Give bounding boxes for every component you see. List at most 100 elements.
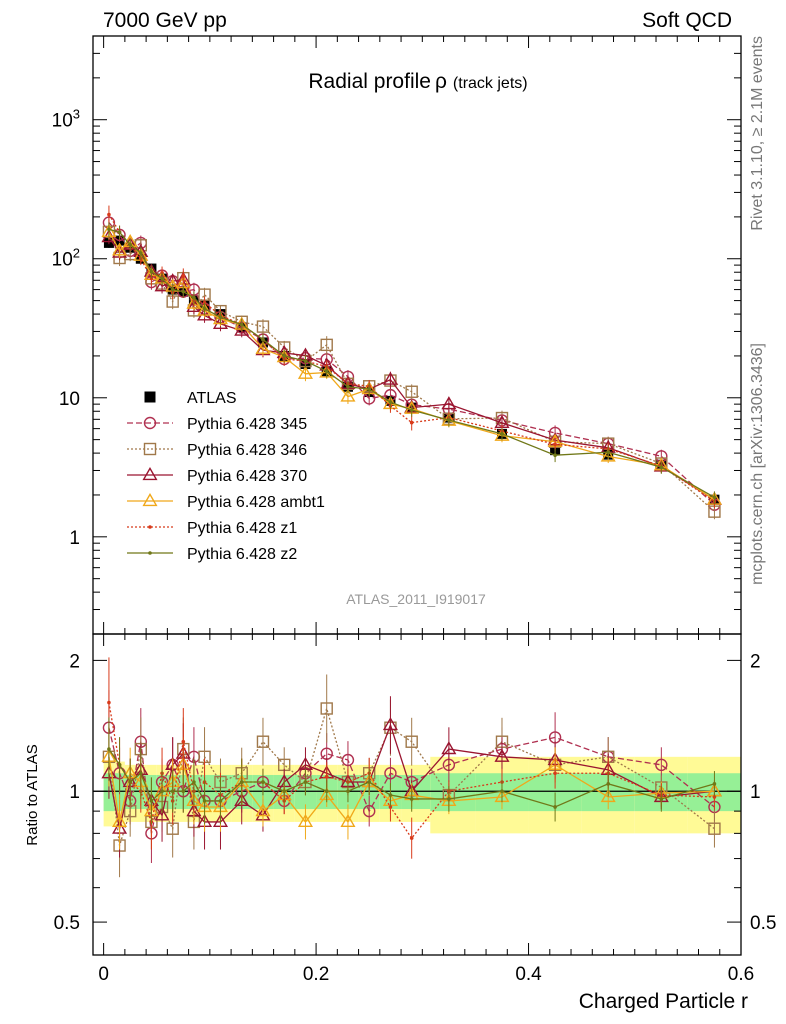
legend-marker — [142, 466, 158, 481]
legend-label: ATLAS — [187, 390, 237, 407]
legend-marker — [144, 391, 156, 403]
ratio-point — [362, 804, 376, 818]
x-axis-label: Charged Particle r — [579, 990, 748, 1013]
ratio-point — [181, 739, 186, 744]
data-point — [553, 442, 557, 447]
ratio-point — [239, 780, 244, 784]
y-tick-label-1: 1 — [69, 528, 80, 549]
data-point — [197, 307, 213, 321]
data-point — [712, 495, 717, 500]
data-point — [107, 212, 111, 217]
legend-marker — [148, 525, 152, 529]
main-plot-frame — [92, 35, 742, 635]
legend-item-3: Pythia 6.428 370 — [127, 466, 307, 485]
ratio-point — [441, 741, 457, 755]
series-line — [108, 214, 715, 503]
data-point — [181, 289, 186, 294]
ratio-point — [384, 767, 397, 780]
ratio-plot-frame — [92, 633, 742, 956]
data-point — [324, 369, 329, 374]
x-tick-label: 0.6 — [728, 964, 754, 985]
ratio-tick-label-left: 0.5 — [54, 913, 80, 934]
ratio-point — [107, 700, 111, 705]
data-point — [340, 388, 356, 402]
ratio-point — [181, 789, 186, 794]
ratio-tick-label-right: 0.5 — [750, 913, 776, 934]
ratio-plot-marks — [93, 657, 741, 878]
ratio-point — [255, 803, 271, 817]
ratio-tick-label-left: 2 — [69, 651, 80, 672]
data-point — [441, 396, 457, 410]
data-point — [149, 276, 154, 281]
series-5 — [107, 205, 717, 509]
ratio-tick-label-right: 2 — [750, 651, 761, 672]
ratio-point — [346, 789, 350, 794]
data-point — [192, 295, 196, 300]
ratio-point — [123, 804, 137, 818]
data-point — [117, 230, 122, 234]
ratio-tick-label-left: 1 — [69, 782, 80, 803]
ratio-line — [108, 723, 715, 829]
ratio-point — [659, 797, 664, 801]
data-point — [500, 432, 504, 436]
ratio-point — [324, 774, 329, 779]
data-point — [128, 242, 132, 247]
ratio-point — [192, 780, 196, 784]
side-label-top: Rivet 3.1.10, ≥ 2.1M events — [749, 36, 766, 231]
ratio-point — [297, 813, 313, 828]
ratio-point — [303, 780, 308, 784]
ratio-point — [170, 789, 175, 794]
analysis-label: ATLAS_2011_I919017 — [346, 591, 486, 607]
data-point — [382, 371, 398, 385]
legend-item-1: Pythia 6.428 345 — [127, 416, 307, 433]
legend-marker — [143, 416, 157, 430]
ratio-point — [447, 797, 451, 801]
ratio-point — [388, 805, 393, 809]
ratio-point — [382, 717, 398, 731]
data-point — [303, 359, 308, 363]
legend-label: Pythia 6.428 345 — [187, 416, 307, 433]
data-point — [405, 385, 418, 398]
title-suffix: (track jets) — [453, 75, 528, 92]
data-point — [409, 408, 414, 412]
legend-item-5: Pythia 6.428 z1 — [127, 520, 297, 537]
ratio-point — [139, 771, 143, 776]
legend-label: Pythia 6.428 z1 — [187, 520, 297, 537]
series-3 — [101, 229, 722, 507]
data-point — [261, 337, 265, 342]
data-point — [282, 354, 287, 358]
ratio-point — [128, 780, 132, 784]
legend-marker — [143, 442, 157, 456]
ratio-point — [340, 813, 356, 828]
data-point — [154, 278, 170, 292]
data-point — [256, 320, 270, 333]
data-point — [553, 453, 557, 457]
data-point — [139, 251, 143, 255]
side-label-bottom: mcplots.cern.ch [arXiv:1306.3436] — [749, 343, 766, 585]
ratio-point — [708, 822, 721, 835]
data-point — [149, 269, 154, 274]
legend-item-4: Pythia 6.428 ambt1 — [127, 492, 325, 511]
legend-item-0: ATLAS — [144, 390, 237, 407]
ratio-point — [112, 813, 128, 828]
ratio-series-6 — [107, 717, 717, 825]
legend-label: Pythia 6.428 z2 — [187, 546, 297, 563]
data-point — [170, 287, 175, 292]
ratio-point — [409, 836, 414, 840]
ratio-point — [107, 747, 111, 751]
data-point — [181, 273, 186, 278]
ratio-point — [341, 753, 355, 767]
header-right: Soft QCD — [642, 9, 732, 32]
series-4 — [101, 223, 722, 507]
data-point — [600, 448, 616, 462]
x-tick-label: 0 — [98, 964, 109, 985]
y-tick-label-1000: 103 — [52, 107, 80, 132]
data-point — [218, 315, 223, 319]
ratio-tick-label-right: 1 — [750, 782, 761, 803]
legend-marker — [148, 551, 152, 555]
data-point — [202, 306, 207, 311]
ratio-line — [108, 748, 715, 808]
ratio-point — [600, 788, 616, 803]
data-point — [409, 420, 414, 425]
